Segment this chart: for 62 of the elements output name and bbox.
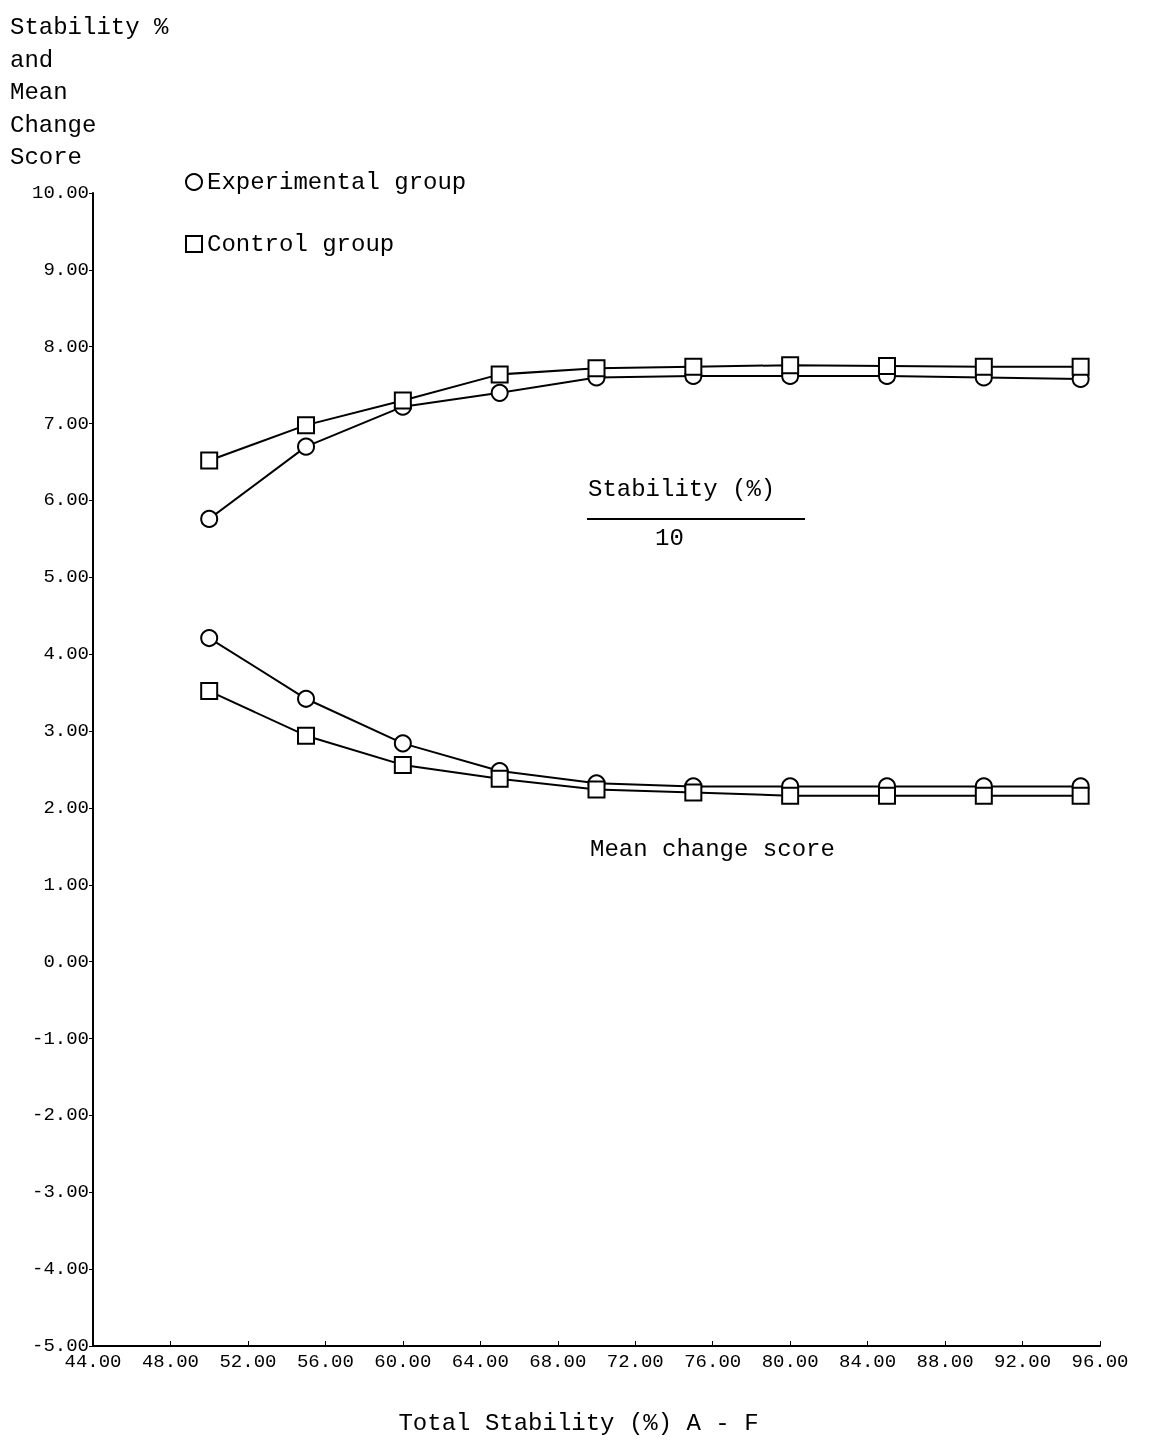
y-tick-label: -4.00: [31, 1258, 89, 1281]
point: [974, 357, 993, 376]
point: [1071, 786, 1090, 805]
y-tick-label: 5.00: [43, 566, 89, 589]
point: [684, 783, 703, 802]
y-axis-title: Stability % and Mean Change Score: [10, 13, 169, 173]
x-tick-label: 56.00: [296, 1350, 354, 1373]
point: [974, 786, 993, 805]
annotation: 10: [655, 525, 684, 552]
annotation: Mean change score: [590, 836, 835, 863]
y-tick-label: -1.00: [31, 1027, 89, 1050]
x-tick-label: 88.00: [916, 1350, 974, 1373]
point: [587, 780, 606, 799]
y-tick-label: 0.00: [43, 950, 89, 973]
point: [393, 734, 412, 753]
y-tick-label: 7.00: [43, 412, 89, 435]
point: [200, 451, 219, 470]
y-tick-label: -3.00: [31, 1181, 89, 1204]
point: [781, 356, 800, 375]
x-tick-label: 68.00: [529, 1350, 587, 1373]
point: [297, 437, 316, 456]
y-tick-label: 8.00: [43, 335, 89, 358]
x-tick-label: 48.00: [141, 1350, 199, 1373]
point: [877, 786, 896, 805]
point: [490, 769, 509, 788]
y-tick-label: 6.00: [43, 489, 89, 512]
x-tick-label: 44.00: [64, 1350, 122, 1373]
point: [587, 359, 606, 378]
point: [877, 356, 896, 375]
y-tick-label: 9.00: [43, 258, 89, 281]
point: [393, 391, 412, 410]
y-tick-label: 3.00: [43, 720, 89, 743]
x-tick-label: 72.00: [606, 1350, 664, 1373]
y-tick-label: -2.00: [31, 1104, 89, 1127]
point: [200, 682, 219, 701]
point: [490, 383, 509, 402]
point: [200, 629, 219, 648]
x-tick-label: 64.00: [451, 1350, 509, 1373]
point: [200, 509, 219, 528]
legend-label: Experimental group: [207, 168, 467, 196]
point: [1071, 357, 1090, 376]
y-tick-label: 2.00: [43, 796, 89, 819]
point: [297, 689, 316, 708]
point: [490, 365, 509, 384]
x-tick-label: 52.00: [219, 1350, 277, 1373]
point: [297, 726, 316, 745]
legend-label: Control group: [207, 230, 395, 258]
x-tick-label: 84.00: [839, 1350, 897, 1373]
x-tick-label: 92.00: [994, 1350, 1052, 1373]
y-tick-label: 4.00: [43, 643, 89, 666]
point: [297, 416, 316, 435]
x-tick-label: 60.00: [374, 1350, 432, 1373]
annotation: Stability (%): [588, 476, 776, 503]
point: [684, 357, 703, 376]
x-tick-label: 80.00: [761, 1350, 819, 1373]
y-tick-label: 10.00: [31, 182, 89, 204]
x-tick-label: 76.00: [684, 1350, 742, 1373]
x-axis-title: Total Stability (%) A - F: [397, 1410, 760, 1437]
x-tick-label: 96.00: [1071, 1350, 1129, 1373]
point: [393, 755, 412, 774]
y-tick-label: 1.00: [43, 873, 89, 896]
point: [781, 786, 800, 805]
